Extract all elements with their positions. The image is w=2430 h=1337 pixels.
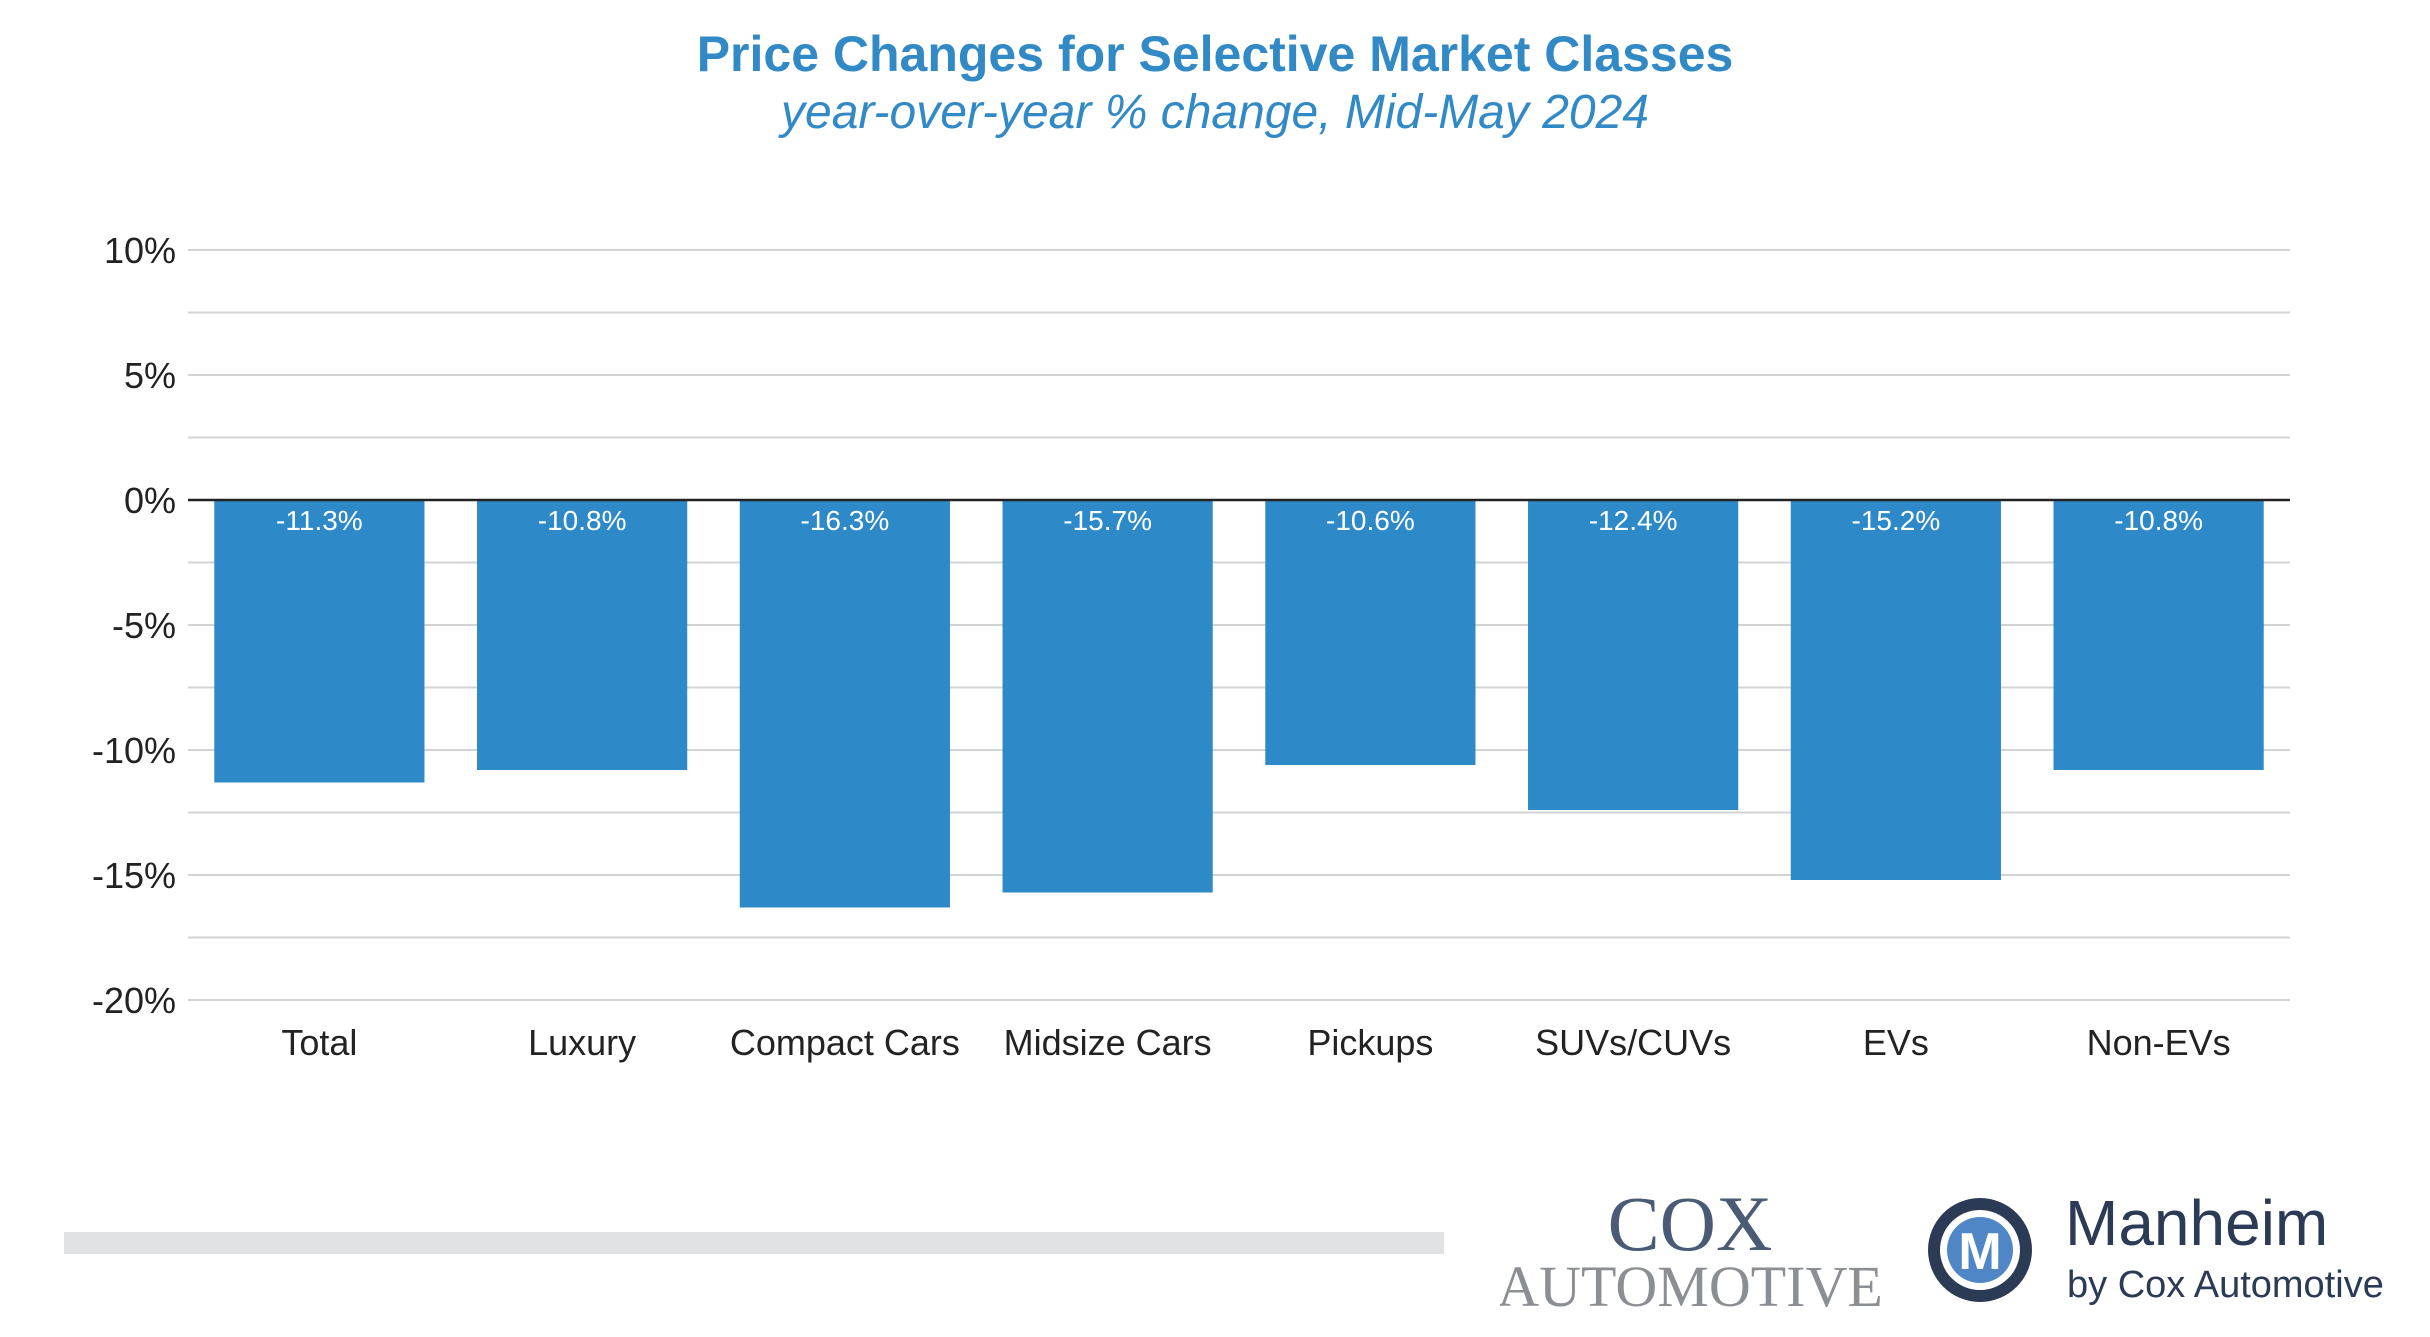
chart-subtitle: year-over-year % change, Mid-May 2024 <box>781 86 1649 139</box>
y-tick-label: 5% <box>124 355 176 396</box>
bar <box>2053 500 2264 770</box>
chart-title: Price Changes for Selective Market Class… <box>696 26 1734 82</box>
manheim-logo-name: Manheim <box>2065 1187 2328 1259</box>
x-tick-label: SUVs/CUVs <box>1535 1022 1731 1063</box>
cox-logo-line1: COX <box>1608 1180 1773 1267</box>
data-label: -15.7% <box>1063 505 1152 536</box>
cox-logo-line2: AUTOMOTIVE <box>1500 1254 1880 1318</box>
bar <box>214 500 425 783</box>
bar <box>1528 500 1739 810</box>
y-tick-label: 10% <box>104 230 176 271</box>
y-tick-label: -10% <box>92 730 176 771</box>
manheim-emblem-letter: M <box>1958 1223 2001 1281</box>
y-tick-label: -15% <box>92 855 176 896</box>
x-tick-label: Luxury <box>528 1022 636 1063</box>
data-label: -10.8% <box>538 505 627 536</box>
bar <box>739 500 950 908</box>
cox-automotive-logo: COX AUTOMOTIVE <box>1500 1180 1880 1318</box>
x-tick-label: Total <box>281 1022 357 1063</box>
y-tick-label: -5% <box>112 605 176 646</box>
data-label: -10.8% <box>2114 505 2203 536</box>
x-tick-label: Pickups <box>1307 1022 1433 1063</box>
y-tick-label: 0% <box>124 480 176 521</box>
data-label: -11.3% <box>276 505 363 536</box>
data-label: -10.6% <box>1326 505 1415 536</box>
data-label: -16.3% <box>801 505 890 536</box>
bar <box>1790 500 2001 880</box>
manheim-emblem-icon: M <box>1928 1198 2032 1302</box>
y-tick-label: -20% <box>92 980 176 1021</box>
bar <box>477 500 688 770</box>
x-tick-label: Compact Cars <box>730 1022 960 1063</box>
bar-chart: 10% 5% 0% -5% -10% -15% -20% -11.3% Total -10.8% L… <box>92 230 2290 1063</box>
footer-divider <box>64 1232 1444 1254</box>
x-tick-label: Midsize Cars <box>1004 1022 1212 1063</box>
manheim-logo: M Manheim by Cox Automotive <box>1928 1187 2384 1306</box>
data-label: -15.2% <box>1852 505 1941 536</box>
bar <box>1002 500 1213 893</box>
manheim-logo-tagline: by Cox Automotive <box>2067 1264 2384 1306</box>
x-tick-label: EVs <box>1863 1022 1929 1063</box>
data-label: -12.4% <box>1589 505 1678 536</box>
x-tick-label: Non-EVs <box>2087 1022 2231 1063</box>
bar <box>1265 500 1476 765</box>
